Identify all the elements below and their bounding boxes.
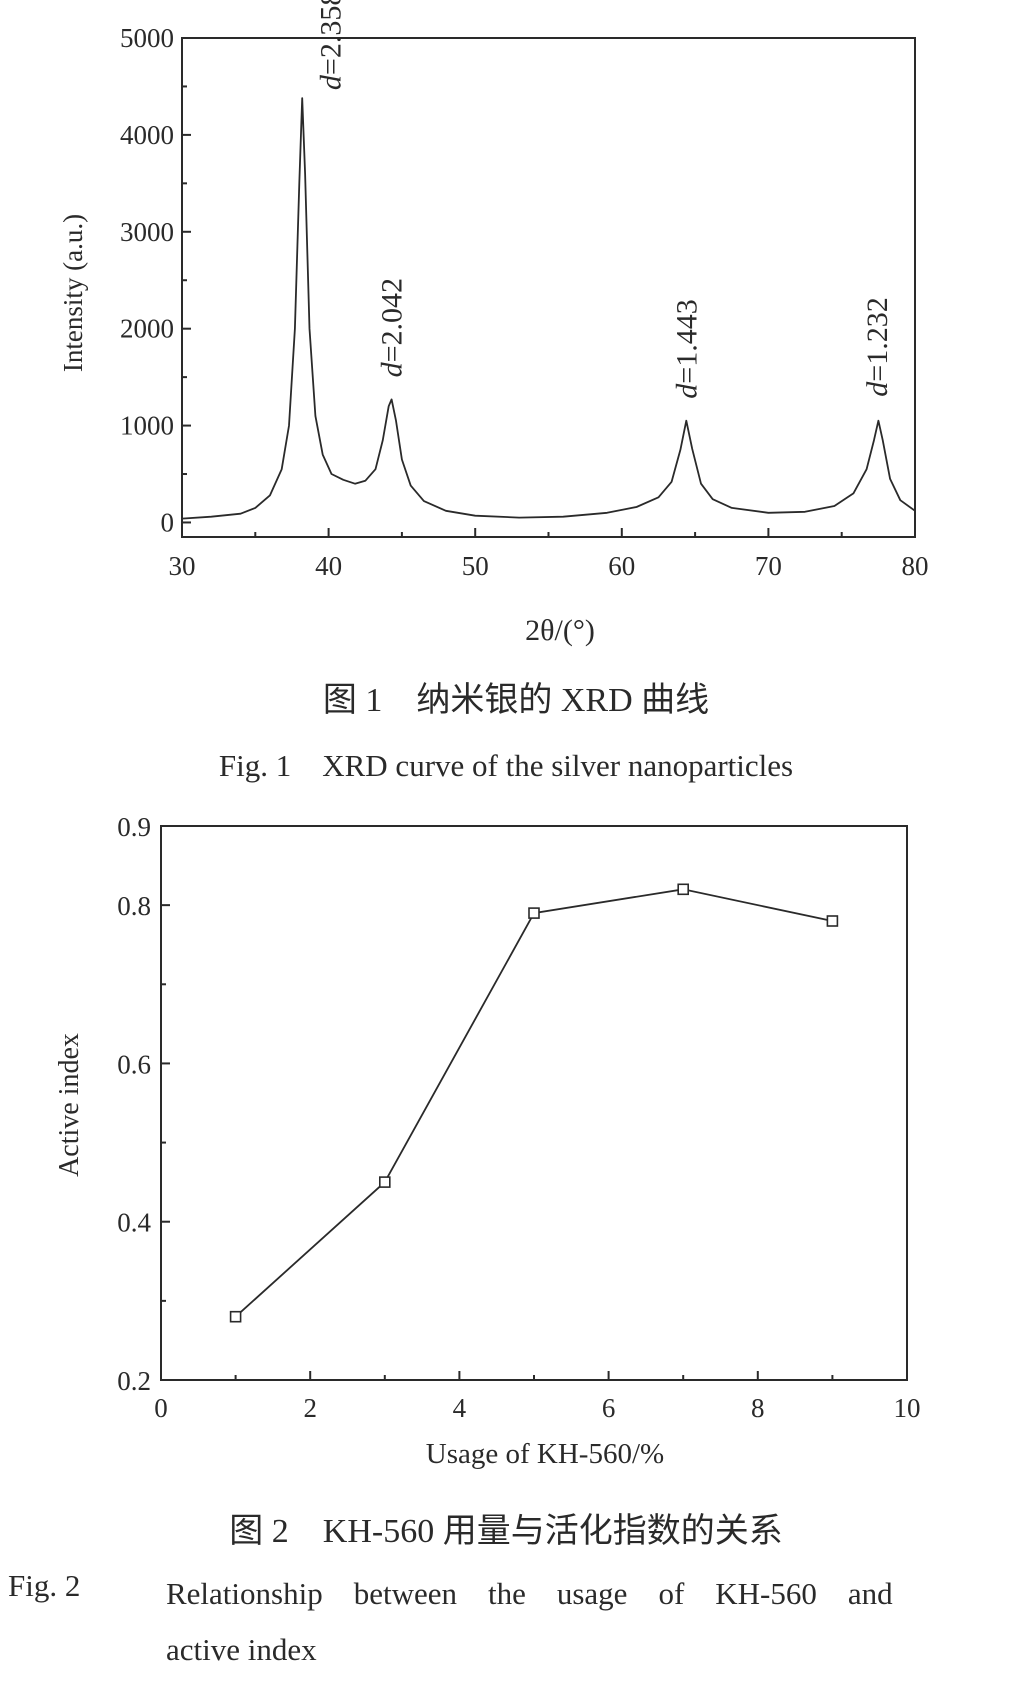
active-index-ticks: 0 2 4 6 8 10 0.2 0.4 0.6 0.8 0.9 [117,812,920,1423]
xrd-peak-label: d=2.042 [376,278,409,377]
active-index-x-tick-label: 0 [154,1393,168,1423]
active-index-y-axis-label: Active index [54,1033,85,1177]
active-index-point [378,1176,391,1188]
active-index-point [528,907,540,919]
active-index-x-tick-label: 4 [453,1393,467,1423]
xrd-x-tick-label: 50 [462,551,489,581]
xrd-y-tick-label: 0 [161,507,175,537]
active-index-y-tick-label: 0.6 [117,1049,151,1079]
active-index-chart: 0 2 4 6 8 10 0.2 0.4 0.6 0.8 0.9 Active index Usag… [54,812,921,1470]
xrd-x-axis-label: 2θ/(°) [525,614,595,647]
xrd-peak-label: d=1.232 [861,297,894,396]
active-index-x-axis-label: Usage of KH-560/% [426,1438,664,1470]
active-index-y-tick-label: 0.4 [117,1208,151,1238]
active-index-x-tick-label: 6 [602,1393,616,1423]
fig1-caption-en: Fig. 1 XRD curve of the silver nanoparti… [218,748,794,783]
active-index-y-tick-label: 0.2 [117,1366,151,1396]
active-index-series-line [234,888,833,1318]
xrd-peak-label: d=2.358 [315,0,348,90]
xrd-peak-annotations: d=2.358 d=2.042 d=1.443 d=1.232 [315,0,894,399]
active-index-point [677,883,690,896]
active-index-y-tick-label: 0.8 [117,891,151,921]
xrd-x-tick-label: 80 [902,551,929,581]
fig2-caption-en-line2: active index [166,1632,317,1667]
fig2-caption-en-label: Fig. 2 [8,1568,81,1603]
xrd-y-tick-label: 2000 [120,314,174,344]
fig2-caption-cn: 图 2 KH-560 用量与活化指数的关系 [229,1513,783,1550]
xrd-x-tick-label: 40 [315,551,342,581]
xrd-y-tick-label: 4000 [120,120,174,150]
active-index-x-tick-label: 2 [303,1393,317,1423]
active-index-markers [229,883,839,1323]
xrd-chart: 30 40 50 60 70 80 0 1000 2000 3000 4000 5000 d=2.35… [58,0,929,647]
active-index-x-tick-label: 8 [751,1393,765,1423]
active-index-y-tick-label: 0.9 [117,812,151,842]
fig2-caption-en-line1: Relationship between the usage of KH-560… [166,1576,893,1611]
xrd-x-tick-label: 70 [755,551,782,581]
active-index-x-tick-label: 10 [894,1393,921,1423]
xrd-curve [181,97,916,520]
xrd-y-tick-label: 5000 [120,23,174,53]
active-index-point [826,915,839,927]
xrd-y-axis-label: Intensity (a.u.) [58,214,88,372]
xrd-x-tick-label: 30 [169,551,196,581]
xrd-peak-label: d=1.443 [670,299,703,398]
fig1-caption-cn: 图 1 纳米银的 XRD 曲线 [322,682,710,719]
xrd-ticks: 30 40 50 60 70 80 0 1000 2000 3000 4000 5000 [120,23,929,581]
xrd-y-tick-label: 1000 [120,411,174,441]
xrd-x-tick-label: 60 [608,551,635,581]
xrd-plot-frame [181,37,916,538]
xrd-y-tick-label: 3000 [120,217,174,247]
active-index-point [229,1310,242,1323]
